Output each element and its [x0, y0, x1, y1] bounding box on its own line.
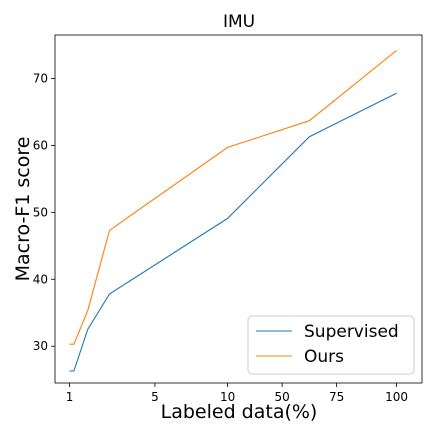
y-axis: 30 40 50 60 70 [33, 72, 55, 353]
series-line-ours [69, 49, 397, 345]
x-tick-label: 1 [66, 390, 74, 404]
legend-label-supervised: Supervised [304, 322, 399, 342]
x-tick-label: 5 [151, 390, 159, 404]
x-tick-label: 10 [220, 390, 235, 404]
y-axis-label: Macro-F1 score [12, 137, 34, 282]
x-axis: 1 5 10 50 75 100 [66, 383, 408, 404]
legend: Supervised Ours [247, 315, 415, 375]
x-tick-label: 75 [329, 390, 344, 404]
y-tick-label: 50 [33, 205, 48, 219]
y-tick-label: 60 [33, 138, 48, 152]
y-tick-label: 70 [33, 72, 48, 86]
series-lines [69, 49, 397, 372]
chart-title: IMU [223, 12, 255, 32]
x-tick-label: 100 [385, 390, 408, 404]
x-axis-label: Labeled data(%) [161, 401, 318, 423]
series-line-supervised [69, 92, 397, 372]
legend-label-ours: Ours [304, 347, 344, 367]
y-tick-label: 30 [33, 339, 48, 353]
plot-frame [54, 34, 423, 384]
y-tick-label: 40 [33, 272, 48, 286]
x-tick-label: 50 [274, 390, 289, 404]
